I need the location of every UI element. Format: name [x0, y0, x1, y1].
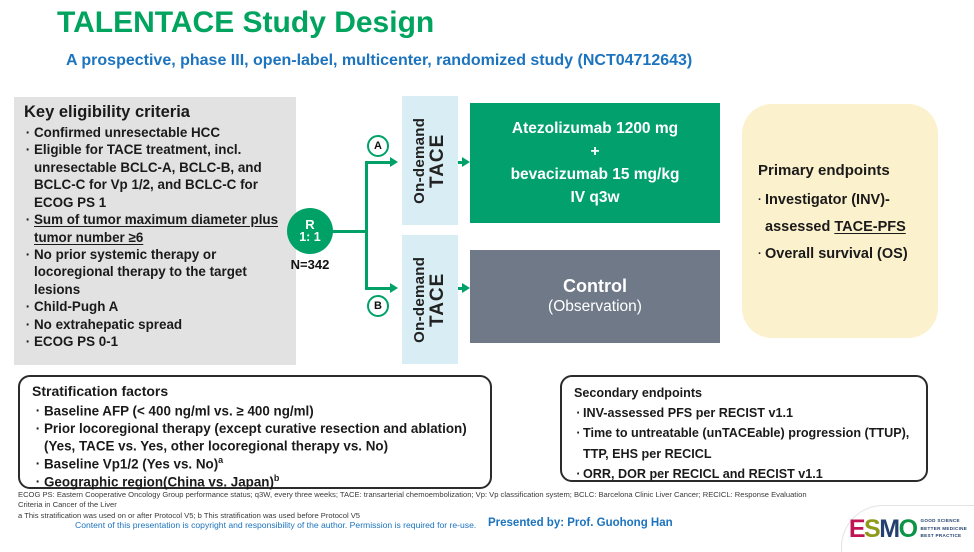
list-item: · Investigator (INV)-assessed TACE-PFS [758, 187, 924, 241]
control-box: Control (Observation) [470, 250, 720, 343]
bullet-icon: · [576, 405, 581, 420]
eligibility-box: Key eligibility criteria · Confirmed unr… [14, 97, 296, 365]
arm-a-badge: A [367, 135, 389, 157]
flow-line-to-control [457, 287, 463, 290]
list-item: · Baseline AFP (< 400 ng/ml vs. ≥ 400 ng… [32, 402, 478, 420]
bullet-icon: · [576, 426, 581, 441]
esmo-card: ESMO GOOD SCIENCE BETTER MEDICINE BEST P… [841, 505, 974, 552]
list-item: · Prior locoregional therapy (except cur… [32, 420, 478, 456]
flow-line-arm-b [365, 287, 391, 290]
subtitle: A prospective, phase III, open-label, mu… [66, 52, 693, 69]
list-item: · Time to untreatable (unTACEable) progr… [574, 423, 914, 464]
presented-by: Presented by: Prof. Guohong Han [488, 517, 673, 529]
stratification-box: Stratification factors · Baseline AFP (<… [18, 375, 492, 491]
bullet-icon: · [25, 125, 31, 140]
list-item: · Overall survival (OS) [758, 241, 924, 268]
tace-box-arm-a: On-demand TACE [402, 96, 458, 225]
tace-label: On-demand TACE [411, 256, 448, 343]
bullet-icon: · [758, 194, 762, 206]
arrow-right-icon [390, 157, 398, 167]
flow-line-arm-a [365, 161, 391, 164]
treatment-box: Atezolizumab 1200 mg + bevacizumab 15 mg… [470, 103, 720, 223]
underlined-term: TACE-PFS [834, 218, 906, 235]
stratification-heading: Stratification factors [32, 383, 169, 399]
list-item: · Eligible for TACE treatment, incl. unr… [22, 141, 288, 211]
bullet-icon: · [25, 316, 31, 332]
arm-b-badge: B [367, 295, 389, 317]
abbreviations-line-2: Criteria in Cancer of the Liver [18, 500, 117, 510]
footnote-ab: a This stratification was used on or aft… [18, 510, 361, 520]
list-item: · Baseline Vp1/2 (Yes vs. No)a [32, 455, 478, 473]
list-item: · ORR, DOR per RECICL and RECIST v1.1 [574, 464, 914, 484]
page-title: TALENTACE Study Design [57, 6, 435, 39]
arrow-right-icon [462, 157, 470, 167]
bullet-icon: · [35, 456, 41, 472]
bullet-icon: · [25, 142, 31, 158]
list-item: · No extrahepatic spread [22, 316, 288, 333]
n-label: N=342 [290, 257, 330, 272]
bullet-icon: · [576, 467, 581, 482]
secondary-endpoints-heading: Secondary endpoints [574, 386, 703, 400]
randomization-circle: R 1: 1 [287, 208, 333, 254]
flow-line-to-treatment [457, 161, 463, 164]
bullet-icon: · [35, 402, 41, 418]
list-item: · Child-Pugh A [22, 298, 288, 315]
bullet-icon: · [758, 247, 762, 260]
footnotes: ECOG PS: Eastern Cooperative Oncology Gr… [18, 490, 963, 521]
bullet-icon: · [35, 474, 41, 490]
secondary-endpoints-box: Secondary endpoints · INV-assessed PFS p… [560, 375, 928, 482]
esmo-logo: ESMO [848, 514, 918, 543]
list-item: · No prior systemic therapy or locoregio… [22, 246, 288, 298]
flow-line-branch [365, 161, 368, 290]
tace-box-arm-b: On-demand TACE [402, 235, 458, 364]
primary-endpoints-heading: Primary endpoints [758, 162, 890, 179]
list-item: · ECOG PS 0-1 [22, 333, 288, 350]
list-item: · Confirmed unresectable HCC [22, 124, 288, 141]
arrow-right-icon [462, 283, 470, 293]
esmo-tagline: GOOD SCIENCE BETTER MEDICINE BEST PRACTI… [920, 518, 968, 539]
list-item: · Geographic region(China vs. Japan)b [32, 473, 478, 491]
tace-label: On-demand TACE [411, 117, 448, 204]
primary-endpoints-box: Primary endpoints · Investigator (INV)-a… [742, 104, 938, 338]
bullet-icon: · [25, 246, 31, 262]
arrow-right-icon [390, 283, 398, 293]
copyright-disclaimer: Content of this presentation is copyrigh… [75, 520, 477, 530]
abbreviations-line-1: ECOG PS: Eastern Cooperative Oncology Gr… [18, 490, 807, 499]
list-item: · INV-assessed PFS per RECIST v1.1 [574, 403, 914, 423]
eligibility-heading: Key eligibility criteria [24, 103, 190, 121]
bullet-icon: · [25, 334, 31, 350]
list-item: · Sum of tumor maximum diameter plus tum… [22, 211, 288, 246]
bullet-icon: · [25, 212, 31, 228]
bullet-icon: · [35, 420, 41, 436]
bullet-icon: · [25, 299, 31, 315]
